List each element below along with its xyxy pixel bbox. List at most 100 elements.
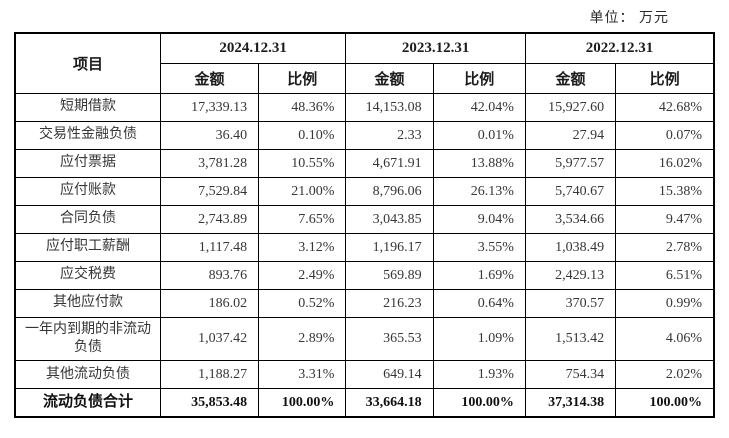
amount-header-2022: 金额 [524,63,617,94]
table-row: 一年内到期的非流动负债 1,037.42 2.89% 365.53 1.09% … [14,316,715,362]
amount-cell: 27.94 [524,121,617,150]
ratio-cell: 0.07% [615,121,715,150]
total-item-cell: 流动负债合计 [14,388,161,418]
item-cell: 应付票据 [14,149,161,178]
amount-cell: 569.89 [345,261,434,290]
ratio-cell: 9.47% [615,205,715,234]
amount-header-2023: 金额 [345,63,434,94]
ratio-cell: 2.78% [615,233,715,262]
table-total-row: 流动负债合计 35,853.48 100.00% 33,664.18 100.0… [14,388,715,418]
table-row: 交易性金融负债 36.40 0.10% 2.33 0.01% 27.94 0.0… [14,121,715,150]
period-header-2023: 2023.12.31 [345,32,526,64]
ratio-cell: 9.04% [432,205,526,234]
amount-header-2024: 金额 [159,63,260,94]
table-row: 其他应付款 186.02 0.52% 216.23 0.64% 370.57 0… [14,289,715,318]
amount-cell: 1,117.48 [159,233,260,262]
table-row: 应付账款 7,529.84 21.00% 8,796.06 26.13% 5,7… [14,177,715,206]
ratio-header-2022: 比例 [615,63,715,94]
amount-cell: 3,043.85 [345,205,434,234]
item-cell: 应付账款 [14,177,161,206]
ratio-cell: 0.10% [258,121,347,150]
item-cell: 其他流动负债 [14,360,161,390]
ratio-cell: 0.64% [432,289,526,318]
ratio-cell: 0.01% [432,121,526,150]
amount-cell: 17,339.13 [159,93,260,122]
table-row: 合同负债 2,743.89 7.65% 3,043.85 9.04% 3,534… [14,205,715,234]
current-liabilities-table: 项目 2024.12.31 2023.12.31 2022.12.31 金额 比… [14,32,715,419]
amount-cell: 1,513.42 [524,316,617,362]
total-ratio-cell: 100.00% [615,388,715,418]
ratio-cell: 2.02% [615,360,715,390]
item-cell: 短期借款 [14,93,161,122]
total-ratio-cell: 100.00% [432,388,526,418]
ratio-cell: 48.36% [258,93,347,122]
item-cell: 其他应付款 [14,289,161,318]
ratio-cell: 1.93% [432,360,526,390]
ratio-cell: 10.55% [258,149,347,178]
amount-cell: 36.40 [159,121,260,150]
ratio-cell: 42.04% [432,93,526,122]
ratio-cell: 0.52% [258,289,347,318]
amount-cell: 2,743.89 [159,205,260,234]
amount-cell: 186.02 [159,289,260,318]
amount-cell: 365.53 [345,316,434,362]
ratio-cell: 2.49% [258,261,347,290]
ratio-header-2023: 比例 [432,63,526,94]
amount-cell: 8,796.06 [345,177,434,206]
ratio-cell: 6.51% [615,261,715,290]
amount-cell: 1,196.17 [345,233,434,262]
ratio-cell: 4.06% [615,316,715,362]
amount-cell: 5,740.67 [524,177,617,206]
amount-cell: 2,429.13 [524,261,617,290]
ratio-cell: 2.89% [258,316,347,362]
item-column-header: 项目 [14,32,161,94]
ratio-cell: 3.12% [258,233,347,262]
table-row: 其他流动负债 1,188.27 3.31% 649.14 1.93% 754.3… [14,360,715,390]
ratio-cell: 13.88% [432,149,526,178]
item-cell: 交易性金融负债 [14,121,161,150]
total-amount-cell: 37,314.38 [524,388,617,418]
table-header-row-subcolumns: 金额 比例 金额 比例 金额 比例 [15,63,715,94]
item-cell: 合同负债 [14,205,161,234]
amount-cell: 3,534.66 [524,205,617,234]
ratio-cell: 3.31% [258,360,347,390]
amount-cell: 1,037.42 [159,316,260,362]
amount-cell: 216.23 [345,289,434,318]
total-amount-cell: 33,664.18 [345,388,434,418]
total-amount-cell: 35,853.48 [159,388,260,418]
item-cell: 应交税费 [14,261,161,290]
amount-cell: 649.14 [345,360,434,390]
table-row: 应付职工薪酬 1,117.48 3.12% 1,196.17 3.55% 1,0… [14,233,715,262]
table-header-row-periods: 项目 2024.12.31 2023.12.31 2022.12.31 [14,32,715,94]
amount-cell: 7,529.84 [159,177,260,206]
amount-cell: 1,188.27 [159,360,260,390]
ratio-cell: 42.68% [615,93,715,122]
unit-label: 单位： 万元 [589,11,669,26]
period-header-2022: 2022.12.31 [524,32,715,64]
ratio-cell: 26.13% [432,177,526,206]
ratio-cell: 21.00% [258,177,347,206]
ratio-cell: 15.38% [615,177,715,206]
amount-cell: 370.57 [524,289,617,318]
ratio-cell: 1.09% [432,316,526,362]
item-cell: 应付职工薪酬 [14,233,161,262]
ratio-cell: 1.69% [432,261,526,290]
ratio-cell: 16.02% [615,149,715,178]
total-ratio-cell: 100.00% [258,388,347,418]
ratio-cell: 0.99% [615,289,715,318]
table-row: 应付票据 3,781.28 10.55% 4,671.91 13.88% 5,9… [14,149,715,178]
amount-cell: 4,671.91 [345,149,434,178]
period-header-2024: 2024.12.31 [159,32,347,64]
amount-cell: 893.76 [159,261,260,290]
ratio-cell: 7.65% [258,205,347,234]
amount-cell: 1,038.49 [524,233,617,262]
amount-cell: 15,927.60 [524,93,617,122]
ratio-cell: 3.55% [432,233,526,262]
amount-cell: 2.33 [345,121,434,150]
amount-cell: 14,153.08 [345,93,434,122]
amount-cell: 754.34 [524,360,617,390]
table-row: 应交税费 893.76 2.49% 569.89 1.69% 2,429.13 … [14,261,715,290]
table-row: 短期借款 17,339.13 48.36% 14,153.08 42.04% 1… [14,93,715,122]
amount-cell: 5,977.57 [524,149,617,178]
ratio-header-2024: 比例 [258,63,347,94]
